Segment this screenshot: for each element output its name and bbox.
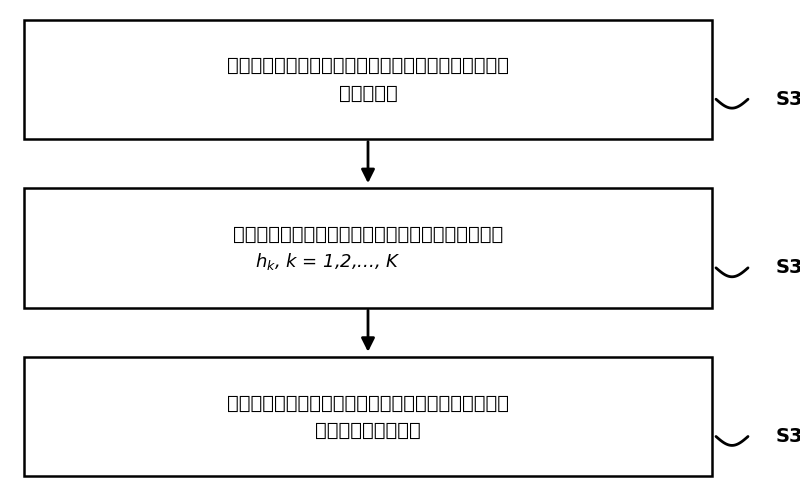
Text: 时间采样点: 时间采样点: [338, 83, 398, 103]
Text: 对解码器子带的时间采样点信号进行滤波处理再相加得: 对解码器子带的时间采样点信号进行滤波处理再相加得: [227, 393, 509, 413]
Text: 到音频均衡器的信号: 到音频均衡器的信号: [315, 421, 421, 440]
Text: S30: S30: [776, 90, 800, 109]
Text: 根据音频均衡器的频带和增益构造对应的带通滤波器: 根据音频均衡器的频带和增益构造对应的带通滤波器: [233, 225, 503, 244]
Text: S34: S34: [776, 427, 800, 446]
Text: S32: S32: [776, 258, 800, 277]
Bar: [24, 20, 712, 139]
Bar: [24, 188, 712, 308]
Bar: [24, 357, 712, 476]
Text: $h_k$, $k$ = 1,2,..., $K$: $h_k$, $k$ = 1,2,..., $K$: [255, 251, 401, 272]
Text: 在基于子带滤波框架的解码器中，通过反量化步骤得到: 在基于子带滤波框架的解码器中，通过反量化步骤得到: [227, 56, 509, 75]
